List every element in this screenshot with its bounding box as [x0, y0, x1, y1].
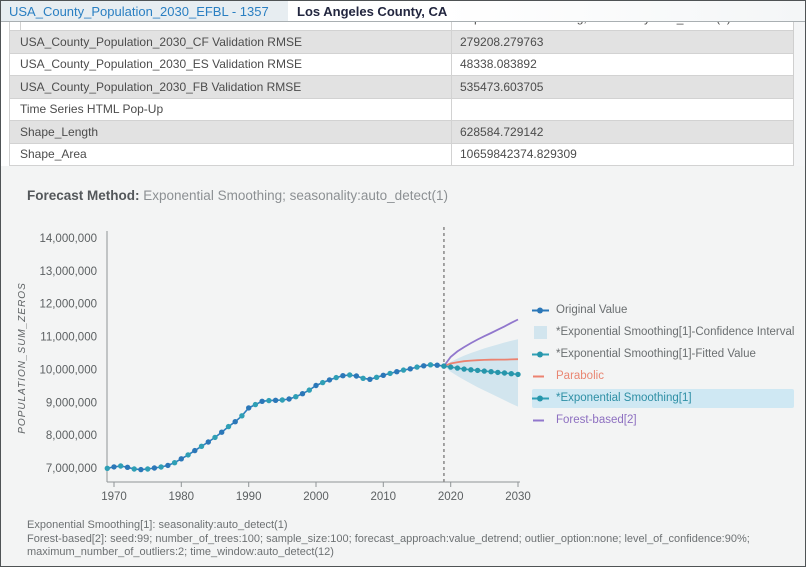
line-dot-marker-icon: [532, 395, 549, 401]
header-bar: USA_County_Population_2030_EFBL - 1357 L…: [1, 1, 805, 22]
legend-label: Original Value: [556, 304, 628, 316]
legend-label: Forest-based[2]: [556, 414, 637, 426]
field-value-cell: 535473.603705: [460, 79, 544, 94]
field-value-cell: 10659842374.829309: [460, 147, 577, 162]
line-dot-marker-icon: [532, 307, 549, 313]
svg-text:1970: 1970: [101, 491, 127, 503]
y-axis-title: POPULATION_SUM_ZEROS: [17, 282, 28, 434]
table-row: USA_County_Population_2030_FB Validation…: [10, 76, 793, 99]
legend-item-exponential-smoothing[interactable]: *Exponential Smoothing[1]: [532, 388, 795, 408]
forecast-chart: 1970 1980 1990 2000 2010 2020 2030 7,000,000 8,0…: [17, 227, 531, 503]
table-row: USA_County_Population_2030_CF Validation…: [10, 31, 793, 54]
field-name-cell: [10, 22, 452, 30]
svg-text:9,000,000: 9,000,000: [46, 397, 97, 409]
footnote-exponential-smoothing: Exponential Smoothing[1]: seasonality:au…: [27, 519, 288, 531]
table-row: Shape_Length 628584.729142: [10, 121, 793, 144]
svg-text:11,000,000: 11,000,000: [40, 332, 97, 344]
model-parameter-notes: Exponential Smoothing[1]: seasonality:au…: [27, 519, 782, 560]
chart-legend: Original Value *Exponential Smoothing[1]…: [532, 299, 795, 431]
legend-item-parabolic[interactable]: Parabolic: [532, 365, 794, 387]
field-name-cell: USA_County_Population_2030_ES Validation…: [10, 53, 452, 75]
forest-based-line: [443, 318, 519, 367]
legend-item-forest-based[interactable]: Forest-based[2]: [532, 409, 794, 431]
svg-text:13,000,000: 13,000,000: [39, 266, 97, 278]
legend-item-original-value[interactable]: Original Value: [532, 299, 794, 321]
legend-item-confidence-interval[interactable]: *Exponential Smoothing[1]-Confidence Int…: [532, 321, 794, 343]
field-value-cell: Exponential Smoothing; seasonality:auto_…: [452, 22, 793, 30]
svg-text:12,000,000: 12,000,000: [39, 299, 97, 311]
svg-text:14,000,000: 14,000,000: [39, 233, 97, 245]
svg-text:1990: 1990: [236, 491, 262, 503]
field-value-cell: 279208.279763: [460, 34, 544, 49]
attribute-table: Exponential Smoothing; seasonality:auto_…: [9, 22, 794, 166]
original-value-line: [107, 363, 445, 471]
field-name-cell: USA_County_Population_2030_FB Validation…: [10, 76, 452, 98]
forecast-method-label: Forecast Method:: [27, 188, 140, 203]
table-row: Time Series HTML Pop-Up: [10, 98, 793, 121]
svg-text:2000: 2000: [303, 491, 329, 503]
parabolic-line: [443, 358, 519, 367]
line-dot-marker-icon: [532, 351, 549, 357]
field-value-cell: 48338.083892: [460, 57, 537, 72]
area-swatch-icon: [534, 325, 547, 339]
svg-text:2020: 2020: [438, 491, 464, 503]
svg-text:1980: 1980: [169, 491, 195, 503]
feature-tab[interactable]: USA_County_Population_2030_EFBL - 1357: [1, 1, 288, 21]
svg-text:2010: 2010: [371, 491, 397, 503]
legend-label: *Exponential Smoothing[1]-Confidence Int…: [556, 326, 795, 338]
table-row: USA_County_Population_2030_ES Validation…: [10, 53, 793, 76]
legend-label: Parabolic: [556, 370, 604, 382]
forecast-method-heading: Forecast Method: Exponential Smoothing; …: [27, 188, 448, 203]
cell-divider: [20, 22, 21, 30]
field-value-cell: [452, 99, 793, 121]
forecast-panel: Forecast Method: Exponential Smoothing; …: [1, 166, 805, 566]
page-title: Los Angeles County, CA: [297, 3, 448, 19]
confidence-interval-band: [443, 339, 518, 407]
line-marker-icon: [533, 375, 544, 377]
line-marker-icon: [533, 419, 544, 421]
svg-text:8,000,000: 8,000,000: [46, 430, 97, 442]
forecast-method-value: Exponential Smoothing; seasonality:auto_…: [139, 188, 448, 203]
field-name-cell: Shape_Area: [10, 143, 452, 165]
table-right-gutter: [794, 22, 805, 166]
field-name-cell: Time Series HTML Pop-Up: [10, 98, 452, 120]
feature-tab-title: USA_County_Population_2030_EFBL - 1357: [9, 3, 269, 19]
table-row-clipped: Exponential Smoothing; seasonality:auto_…: [10, 22, 793, 31]
legend-item-fitted-value[interactable]: *Exponential Smoothing[1]-Fitted Value: [532, 343, 794, 365]
table-row: Shape_Area 10659842374.829309: [10, 143, 793, 166]
legend-label: *Exponential Smoothing[1]-Fitted Value: [556, 348, 756, 360]
axes: [106, 231, 520, 483]
svg-text:10,000,000: 10,000,000: [39, 364, 97, 376]
field-name-cell: USA_County_Population_2030_CF Validation…: [10, 31, 452, 53]
field-value-cell: 628584.729142: [460, 124, 544, 139]
field-name-cell: Shape_Length: [10, 121, 452, 143]
footnote-forest-based: Forest-based[2]: seed:99; number_of_tree…: [27, 532, 750, 559]
svg-text:2030: 2030: [505, 491, 531, 503]
legend-label: *Exponential Smoothing[1]: [556, 392, 692, 404]
svg-text:7,000,000: 7,000,000: [46, 463, 97, 475]
